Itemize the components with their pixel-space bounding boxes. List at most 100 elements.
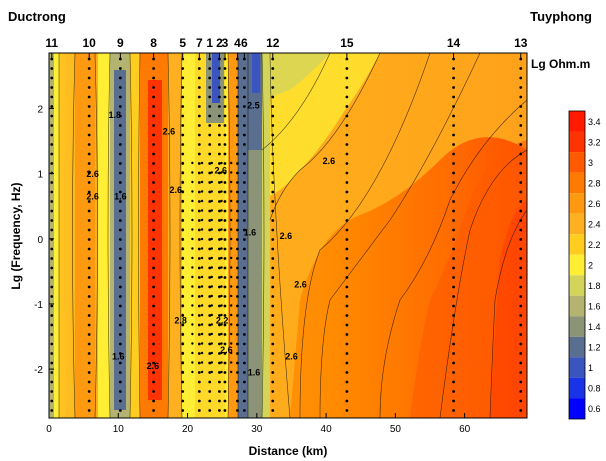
contour-label: 1.6	[244, 228, 257, 238]
grid-dot	[229, 266, 233, 269]
station-dot	[519, 304, 523, 308]
grid-dot	[220, 218, 223, 222]
grid-dot	[191, 180, 194, 184]
grid-dot	[220, 370, 223, 374]
station-dot	[271, 238, 275, 241]
station-dot	[271, 295, 275, 298]
station-dot	[50, 323, 54, 327]
station-dot	[87, 152, 91, 156]
station-dot	[50, 86, 54, 89]
station-dot	[181, 399, 185, 403]
grid-dot	[220, 342, 223, 345]
colorbar-tick-label: 0.6	[588, 404, 601, 414]
station-dot	[242, 124, 246, 127]
x-tick-label: 50	[390, 424, 402, 435]
station-dot	[208, 323, 212, 327]
station-dot	[345, 409, 349, 412]
station-dot	[50, 67, 54, 70]
station-dot	[197, 143, 201, 146]
grid-dot	[191, 247, 194, 250]
grid-dot	[191, 294, 194, 298]
station-dot	[519, 171, 523, 175]
station-dot	[271, 95, 275, 99]
station-dot	[242, 247, 246, 251]
station-dot	[242, 257, 246, 260]
station-dot	[152, 200, 156, 203]
station-dot	[197, 314, 201, 317]
contour-label: 2.6	[294, 280, 307, 290]
station-dot	[208, 162, 212, 165]
station-dot	[152, 67, 156, 70]
contour-label: 1.6	[248, 368, 261, 378]
station-dot	[223, 152, 227, 156]
station-dot	[197, 200, 201, 203]
station-dot	[197, 171, 201, 175]
station-dot	[236, 352, 239, 355]
station-dot	[242, 342, 246, 346]
station-dot	[118, 105, 122, 108]
contour-label: 2.2	[216, 315, 229, 325]
station-dot	[271, 67, 275, 70]
station-dot	[519, 76, 523, 80]
grid-dot	[210, 266, 213, 269]
grid-dot	[210, 323, 213, 326]
station-dot	[519, 133, 523, 137]
grid-dot	[181, 266, 184, 269]
station-dot	[236, 171, 239, 175]
station-dot	[223, 409, 227, 412]
station-dot	[452, 114, 455, 118]
grid-dot	[191, 285, 194, 288]
station-dot	[236, 143, 239, 146]
grid-dot	[220, 199, 223, 203]
station-dot	[452, 181, 455, 184]
station-dot	[236, 304, 239, 308]
station-dot	[242, 333, 246, 336]
station-dot	[152, 124, 156, 127]
station-dot	[519, 409, 523, 412]
grid-dot	[220, 275, 223, 279]
station-dot	[87, 114, 91, 118]
grid-dot	[210, 285, 213, 288]
station-dot	[152, 304, 156, 308]
station-label: 5	[179, 36, 186, 50]
station-dot	[345, 95, 349, 99]
station-dot	[242, 276, 246, 279]
colorbar-tick-label: 1.8	[588, 281, 601, 291]
station-dot	[271, 86, 275, 89]
station-dot	[452, 266, 455, 270]
station-dot	[271, 371, 275, 374]
station-dot	[242, 76, 246, 80]
station-dot	[218, 152, 221, 156]
station-dot	[345, 190, 349, 194]
station-dot	[50, 295, 54, 298]
grid-dot	[181, 313, 184, 317]
station-dot	[223, 257, 227, 260]
contour-label: 2.6	[220, 345, 233, 355]
contour-lines	[58, 53, 527, 418]
station-dot	[345, 304, 349, 308]
station-dot	[345, 105, 349, 108]
grid-dot	[200, 342, 204, 345]
station-dot	[181, 409, 185, 412]
station-dot	[452, 219, 455, 222]
grid-dot	[191, 237, 194, 241]
grid-dot	[210, 342, 213, 345]
station-dot	[218, 124, 221, 127]
station-dot	[152, 276, 156, 279]
station-dot	[345, 200, 349, 203]
station-dot	[236, 371, 239, 374]
station-dot	[208, 67, 212, 70]
station-dot	[197, 380, 201, 384]
station-dot	[236, 152, 239, 156]
station-dot	[118, 247, 122, 251]
grid-dot	[229, 351, 233, 355]
station-dot	[223, 86, 227, 89]
station-dot	[50, 314, 54, 317]
grid-dot	[229, 247, 233, 250]
station-dot	[118, 409, 122, 412]
station-dot	[118, 86, 122, 89]
y-tick-label: -1	[34, 300, 43, 311]
station-dot	[519, 276, 523, 279]
station-dot	[271, 285, 275, 289]
band-left-edge-dark	[49, 53, 54, 418]
